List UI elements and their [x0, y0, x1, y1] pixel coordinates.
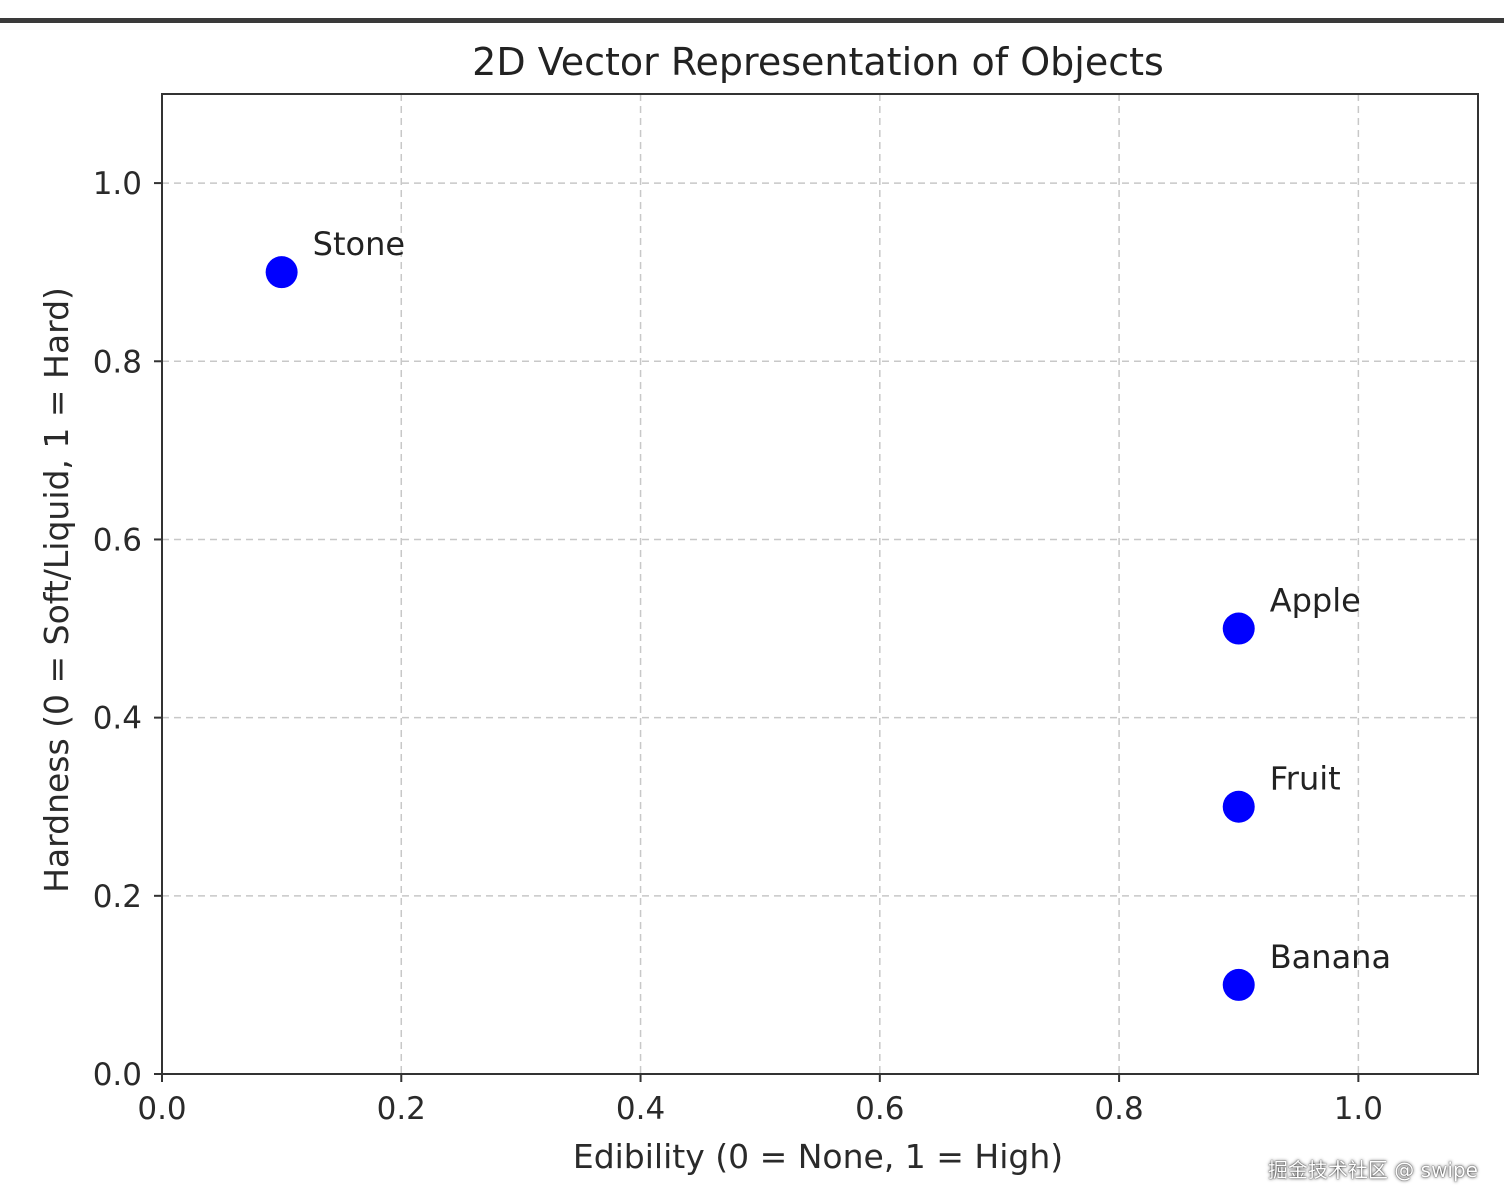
grid-lines [161, 94, 1478, 1075]
x-tick-label: 0.6 [855, 1091, 904, 1127]
y-tick-label: 0.0 [93, 1057, 142, 1093]
watermark: 掘金技术社区 @ swipe [1267, 1158, 1478, 1182]
chart-title: 2D Vector Representation of Objects [472, 40, 1164, 84]
x-tick-label: 0.8 [1094, 1091, 1143, 1127]
x-tick-label: 1.0 [1334, 1091, 1383, 1127]
data-points: Stone Apple Fruit Banana [265, 225, 1391, 1001]
y-tick-label: 1.0 [93, 166, 142, 202]
x-tick-label: 0.0 [137, 1091, 186, 1127]
x-axis-ticks: 0.0 0.2 0.4 0.6 0.8 1.0 [137, 1074, 1383, 1127]
x-tick-label: 0.2 [377, 1091, 426, 1127]
point-label-fruit: Fruit [1270, 760, 1341, 798]
x-tick-label: 0.4 [616, 1091, 665, 1127]
y-axis-ticks: 0.0 0.2 0.4 0.6 0.8 1.0 [93, 166, 162, 1093]
data-point-fruit [1222, 790, 1255, 823]
y-axis-label: Hardness (0 = Soft/Liquid, 1 = Hard) [37, 287, 76, 893]
data-point-stone [265, 256, 298, 289]
y-tick-label: 0.8 [93, 344, 142, 380]
top-divider [0, 18, 1504, 23]
point-label-stone: Stone [313, 225, 405, 263]
y-tick-label: 0.2 [93, 879, 142, 915]
x-axis-label: Edibility (0 = None, 1 = High) [573, 1137, 1063, 1176]
data-point-apple [1222, 612, 1255, 645]
y-tick-label: 0.6 [93, 522, 142, 558]
data-point-banana [1222, 968, 1255, 1001]
point-label-banana: Banana [1270, 938, 1391, 976]
point-label-apple: Apple [1270, 582, 1361, 620]
plot-frame [161, 93, 1479, 1075]
y-tick-label: 0.4 [93, 701, 142, 737]
